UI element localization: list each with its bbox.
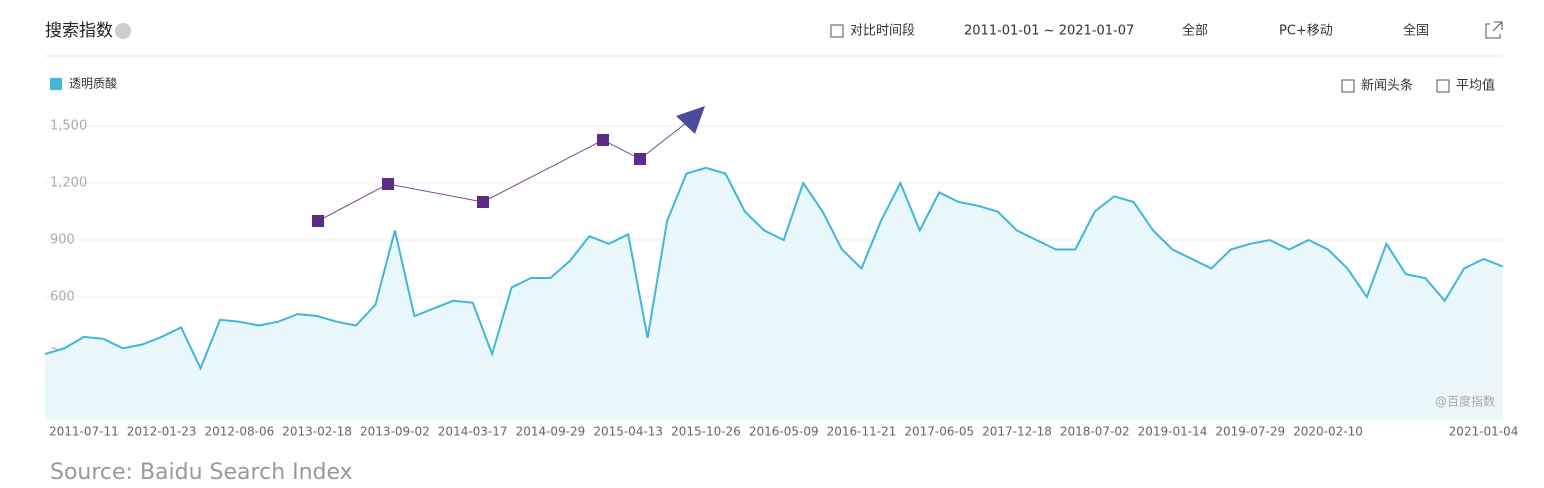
line (44, 166, 1504, 371)
checkbox[interactable] (1436, 79, 1450, 93)
y-tick-label: 900 (50, 233, 75, 248)
source: Source: Baidu Search Index (50, 460, 353, 485)
x-tick-label: 2017-06-05 (904, 425, 974, 439)
x-tick-label: 2017-12-18 (982, 425, 1052, 439)
x-tick-label: 2014-09-29 (516, 425, 586, 439)
x-tick-label: 2012-08-06 (205, 425, 275, 439)
x-tick-label: 2020-02-10 (1293, 425, 1363, 439)
x-tick-label: 2014-03-17 (438, 425, 508, 439)
share-icon[interactable] (1485, 21, 1503, 39)
watermark: @百度指数 (1435, 394, 1495, 409)
scope[interactable]: 全部 (1182, 23, 1208, 39)
x-tick-label: 2013-09-02 (360, 425, 430, 439)
area (45, 167, 1503, 420)
y-tick-label: 1,500 (50, 119, 87, 134)
average-toggle[interactable]: 平均值 (1456, 78, 1495, 94)
help-icon[interactable] (115, 23, 131, 39)
device[interactable]: PC+移动 (1279, 24, 1333, 39)
compare[interactable]: 对比时间段 (850, 24, 915, 39)
annotation (312, 106, 705, 227)
title: 搜索指数 (45, 21, 113, 41)
checkbox[interactable] (830, 24, 844, 38)
x-tick-label: 2021-01-04 (1449, 425, 1519, 439)
legend-label: 透明质酸 (69, 76, 117, 91)
date-range[interactable]: 2011-01-01 ~ 2021-01-07 (964, 24, 1134, 39)
legend-swatch (50, 78, 62, 90)
x-tick-label: 2019-07-29 (1215, 425, 1285, 439)
x-tick-label: 2019-01-14 (1138, 425, 1208, 439)
x-tick-label: 2015-10-26 (671, 425, 741, 439)
x-tick-label: 2016-11-21 (827, 425, 897, 439)
y-tick-label: 600 (50, 290, 75, 305)
x-tick-label: 2015-04-13 (593, 425, 663, 439)
news-toggle[interactable]: 新闻头条 (1361, 78, 1413, 94)
region[interactable]: 全国 (1403, 23, 1429, 39)
x-tick-label: 2011-07-11 (49, 425, 119, 439)
x-tick-label: 2012-01-23 (127, 425, 197, 439)
x-tick-label: 2018-07-02 (1060, 425, 1130, 439)
y-tick-label: 1,200 (50, 176, 87, 191)
x-tick-label: 2013-02-18 (282, 425, 352, 439)
checkbox[interactable] (1341, 79, 1355, 93)
x-tick-label: 2016-05-09 (749, 425, 819, 439)
